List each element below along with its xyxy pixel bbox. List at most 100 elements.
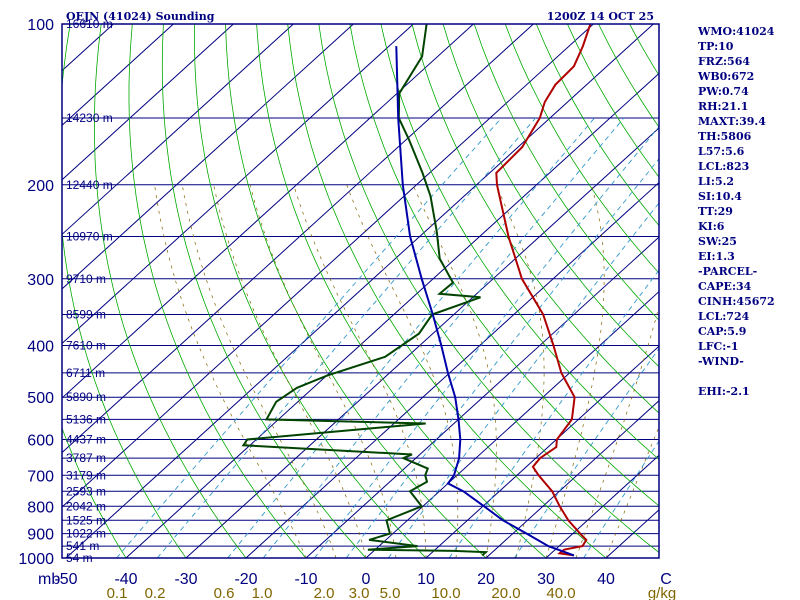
index-item: CAP:5.9: [698, 325, 747, 338]
pressure-tick-label: 500: [27, 390, 54, 407]
isotherm-line: [62, 24, 474, 399]
temperature-tick-label: 20: [477, 571, 495, 588]
index-item: LFC:-1: [698, 340, 739, 353]
mixing-ratio-line: [314, 126, 659, 558]
isotherm-line: [62, 24, 354, 290]
index-item: WMO:41024: [698, 25, 775, 38]
dry-adiabat-line: [62, 426, 127, 558]
isotherm-line: [425, 345, 659, 558]
height-label: 3179 m: [66, 468, 106, 482]
height-label: 16610 m: [66, 17, 113, 31]
mixing-ratio-label: 1.0: [252, 585, 273, 600]
dry-adiabat-line: [94, 24, 247, 558]
isotherm-line: [62, 24, 594, 508]
mixing-ratio-line: [227, 117, 595, 558]
index-item: EI:1.3: [698, 250, 735, 263]
index-item: TP:10: [698, 40, 734, 53]
mixing-ratio-line: [116, 117, 502, 558]
height-label: 1525 m: [66, 513, 106, 527]
isotherm-line: [62, 24, 294, 236]
isotherm-line: [65, 24, 654, 558]
mixing-ratio-label: 5.0: [380, 585, 401, 600]
dry-adiabat-line: [349, 24, 659, 507]
mixing-ratio-label: 2.0: [314, 585, 335, 600]
pressure-tick-label: 400: [27, 339, 54, 356]
mixing-ratio-line: [345, 158, 659, 558]
index-item: LI:5.2: [698, 175, 735, 188]
pressure-tick-label: 1000: [18, 551, 54, 568]
index-item: LCL:823: [698, 160, 750, 173]
temperature-tick-label: -10: [294, 571, 317, 588]
mixing-ratio-line: [513, 347, 659, 558]
moist-adiabat-line: [545, 184, 605, 558]
moist-adiabat-line: [249, 184, 397, 558]
dry-adiabat-line: [225, 24, 487, 558]
height-label: 2593 m: [66, 484, 106, 498]
moist-adiabat-line: [412, 184, 497, 558]
temperature-tick-label: 0: [362, 571, 371, 588]
index-item: KI:6: [698, 220, 725, 233]
mixing-ratio-line: [262, 117, 625, 558]
isotherm-line: [62, 24, 534, 454]
chart-series: [241, 24, 592, 557]
isotherm-line: [62, 24, 414, 345]
temperature-tick-label: -30: [174, 571, 197, 588]
height-label: 12440 m: [66, 178, 113, 192]
index-item: RH:21.1: [698, 100, 749, 113]
mixing-ratio-label: 0.6: [214, 585, 235, 600]
pressure-tick-label: 200: [27, 178, 54, 195]
temperature-tick-label: 40: [597, 571, 615, 588]
dry-adiabat-line: [442, 24, 659, 368]
index-item: MAXT:39.4: [698, 115, 766, 128]
pressure-tick-label: 700: [27, 468, 54, 485]
mixing-ratio-label: g/kg: [648, 585, 676, 600]
isotherm-line: [305, 236, 659, 558]
dry-adiabat-line: [161, 24, 367, 558]
temperature-tick-label: 30: [537, 571, 555, 588]
chart-datetime: 1200Z 14 OCT 25: [547, 10, 654, 23]
plot-frame: [61, 23, 660, 559]
moist-adiabat-line: [154, 184, 307, 558]
mixing-ratio-label: 0.1: [107, 585, 128, 600]
index-item: [698, 369, 798, 384]
dry-adiabat-line: [128, 24, 307, 558]
isotherm-line: [485, 400, 659, 558]
moist-adiabat-line: [346, 184, 459, 558]
temperature-tick-label: -40: [114, 571, 137, 588]
pressure-tick-label: 800: [27, 499, 54, 516]
isotherm-line: [62, 24, 174, 126]
index-item: LCL:724: [698, 310, 750, 323]
isotherm-line: [545, 454, 659, 558]
moist-adiabat-line: [495, 184, 545, 558]
temperature-tick-label: C: [660, 571, 672, 588]
dry-adiabat-line: [473, 24, 659, 321]
height-label: 9710 m: [66, 272, 106, 286]
mixing-ratio-label: 20.0: [491, 585, 520, 600]
dry-adiabat-line: [287, 24, 607, 558]
mixing-ratio-line: [448, 269, 659, 558]
index-item: FRZ:564: [698, 55, 751, 68]
index-item: -WIND-: [698, 355, 744, 368]
height-label: 2042 m: [66, 499, 106, 513]
dry-adiabat-line: [380, 24, 659, 460]
height-label: 1022 m: [66, 527, 106, 541]
height-label: 5136 m: [66, 412, 106, 426]
temperature-tick-label: -20: [234, 571, 257, 588]
index-item: EHI:-2.1: [698, 385, 750, 398]
index-item: SW:25: [698, 235, 737, 248]
pressure-tick-label: 300: [27, 272, 54, 289]
height-label: 3787 m: [66, 451, 106, 465]
pressure-tick-label: 900: [27, 527, 54, 544]
index-item: PW:0.74: [698, 85, 749, 98]
pressure-unit-label: mb: [38, 571, 60, 588]
mixing-ratio-label: 10.0: [431, 585, 460, 600]
index-item: SI:10.4: [698, 190, 742, 203]
height-label: 5890 m: [66, 390, 106, 404]
dry-adiabat-line: [193, 24, 427, 558]
dry-adiabat-line: [318, 24, 659, 554]
height-label: 8599 m: [66, 308, 106, 322]
mixing-ratio-label: 40.0: [546, 585, 575, 600]
index-item: WB0:672: [698, 70, 755, 83]
isotherm-line: [62, 24, 234, 181]
